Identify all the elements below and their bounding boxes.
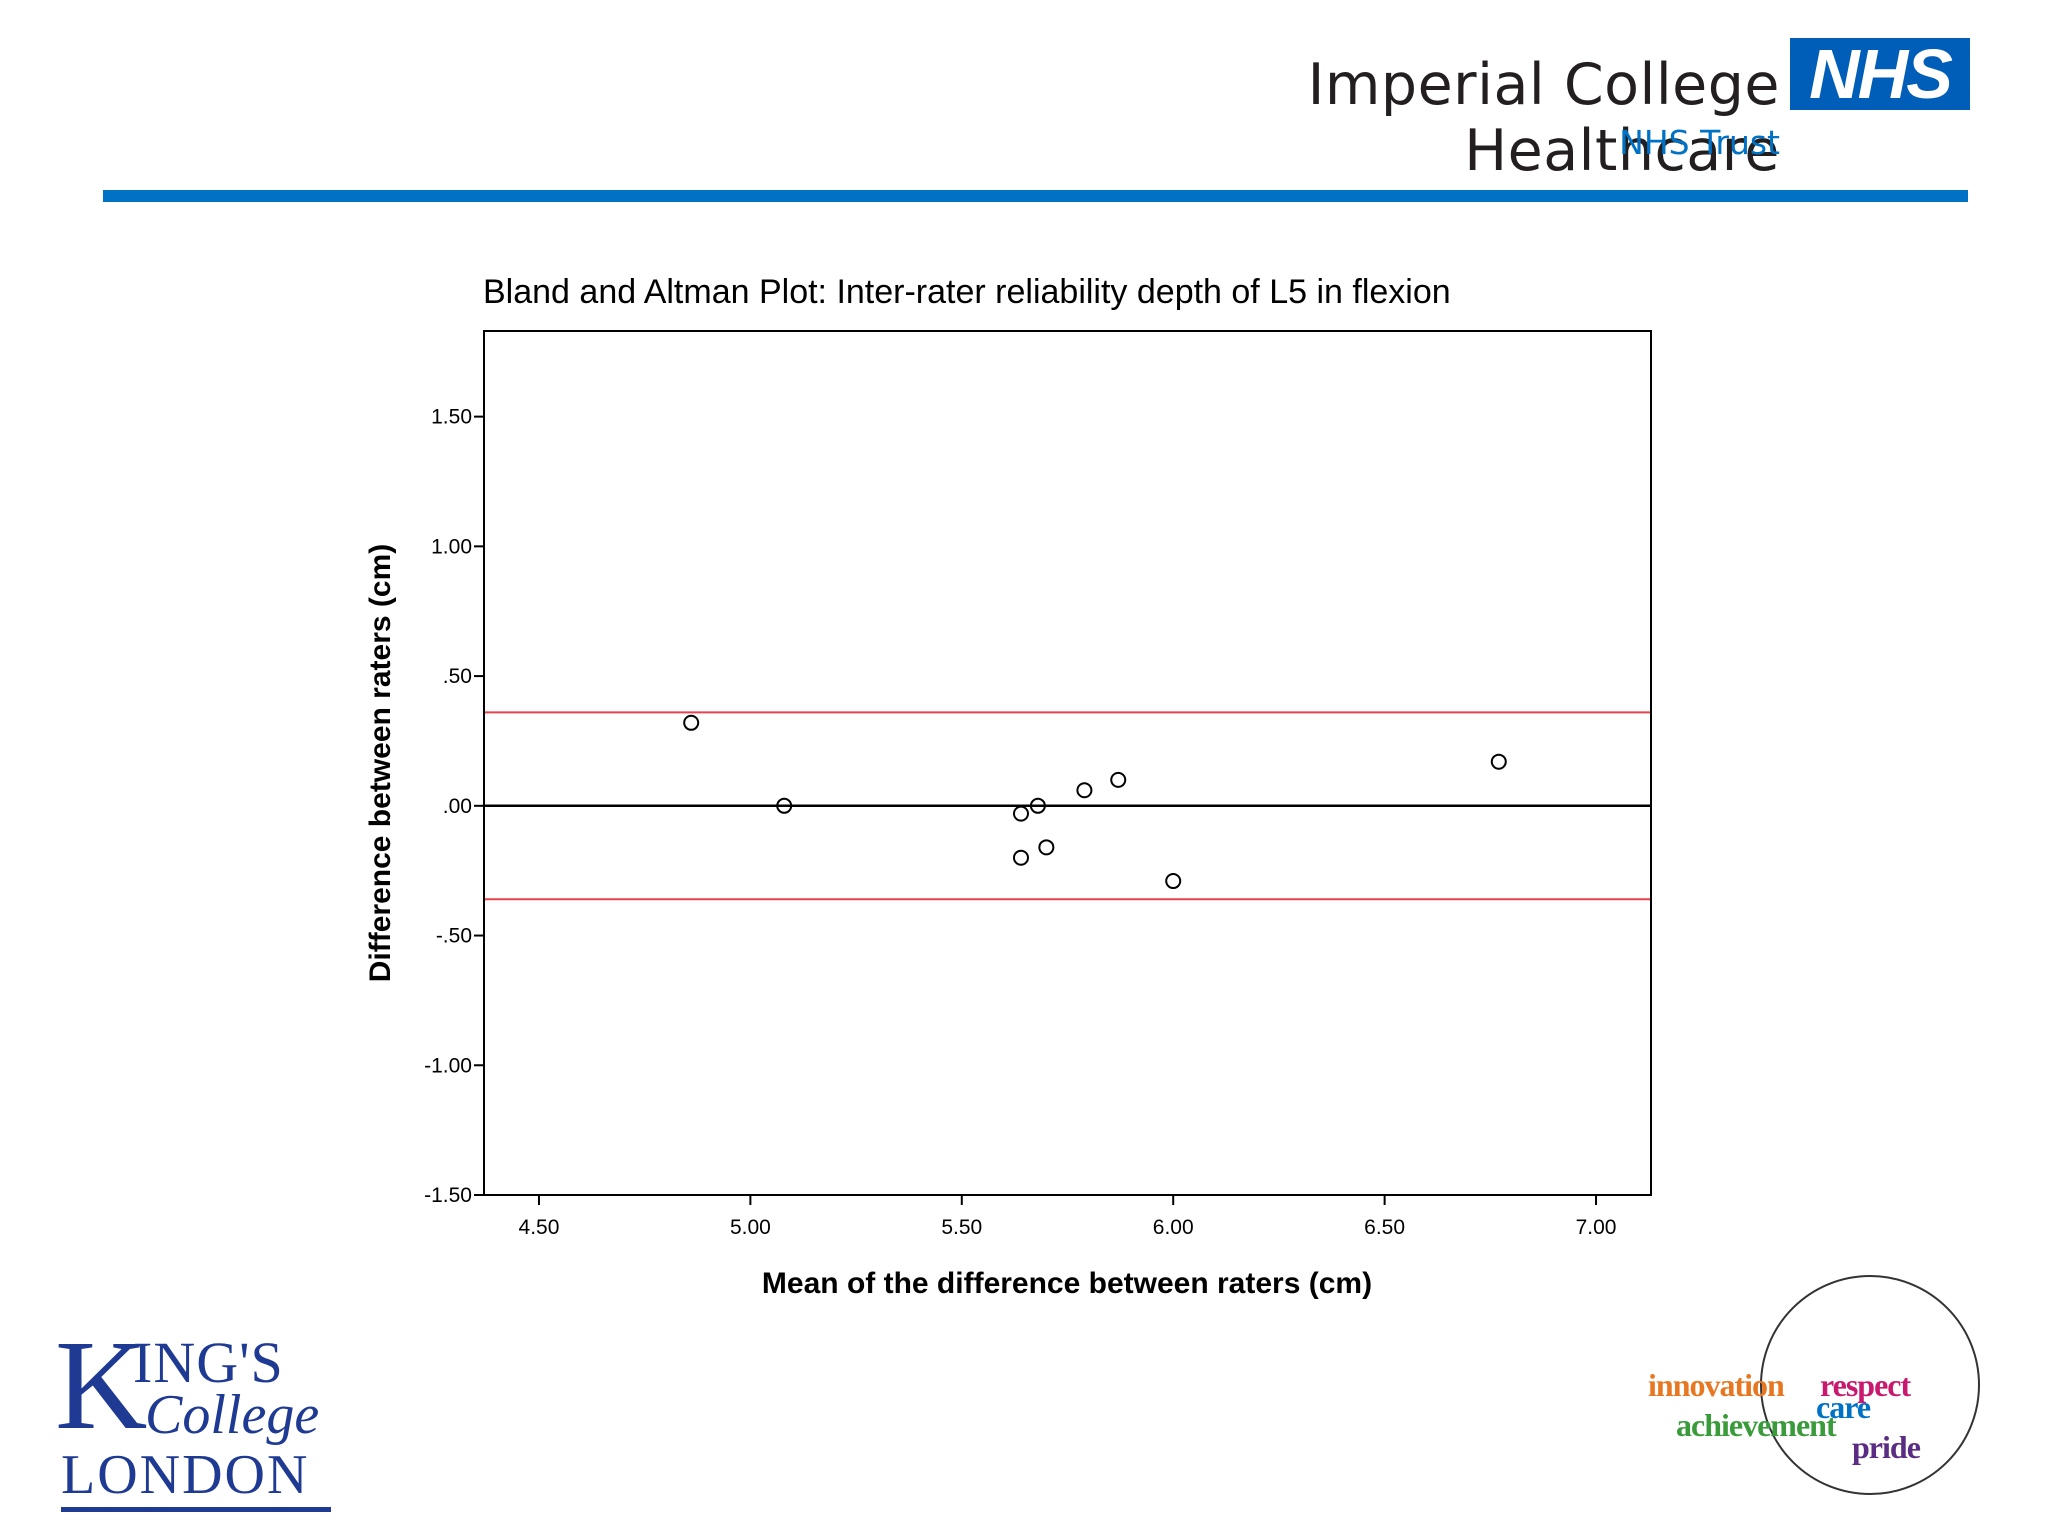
value-care: care [1816, 1389, 1871, 1425]
org-name: Imperial College Healthcare [1307, 52, 1780, 184]
y-tick-label: .00 [443, 795, 472, 818]
data-point [1110, 771, 1127, 788]
kings-logo-k: K [55, 1314, 148, 1456]
x-tick-label: 7.00 [1576, 1216, 1617, 1239]
kings-logo-london: LONDON [61, 1444, 310, 1506]
x-tick-label: 6.00 [1153, 1216, 1194, 1239]
x-tick-label: 6.50 [1364, 1216, 1405, 1239]
y-tick-label: 1.50 [431, 406, 472, 429]
data-point [776, 797, 793, 814]
x-tick-label: 5.50 [941, 1216, 982, 1239]
x-axis: 4.50 5.00 5.50 6.00 6.50 7.00 [519, 1195, 1617, 1239]
y-tick-label: -1.50 [424, 1184, 472, 1207]
x-axis-title: Mean of the difference between raters (c… [762, 1267, 1372, 1300]
data-point [683, 714, 700, 731]
value-innovation: innovation [1648, 1367, 1785, 1403]
header-divider [103, 190, 1968, 202]
data-point [1165, 873, 1182, 890]
nhs-trust-label: NHS Trust [1619, 123, 1780, 162]
data-point [1076, 782, 1093, 799]
trust-values-badge: innovation respect care achievement prid… [1640, 1275, 1980, 1505]
data-point [1012, 849, 1029, 866]
value-achievement: achievement [1676, 1407, 1837, 1443]
kings-logo-college: College [145, 1384, 320, 1446]
data-points [683, 714, 1507, 890]
value-respect: respect [1820, 1367, 1911, 1403]
y-tick-label: -.50 [436, 925, 472, 948]
chart-title: Bland and Altman Plot: Inter-rater relia… [483, 273, 1451, 311]
data-point [1012, 805, 1029, 822]
y-tick-label: -1.00 [424, 1054, 472, 1077]
x-tick-label: 4.50 [519, 1216, 560, 1239]
y-tick-label: 1.00 [431, 535, 472, 558]
data-point [1038, 839, 1055, 856]
y-axis-title: Difference between raters (cm) [364, 544, 397, 983]
data-point [1490, 753, 1507, 770]
values-circle [1760, 1275, 1980, 1495]
data-point [1029, 797, 1046, 814]
nhs-badge: NHS [1790, 38, 1970, 110]
kings-logo-underline [61, 1507, 331, 1512]
plot-frame [483, 330, 1652, 1196]
value-pride: pride [1852, 1429, 1921, 1465]
imperial-college-healthcare-logo: Imperial College Healthcare NHS NHS Trus… [1020, 38, 1970, 184]
y-tick-label: .50 [443, 665, 472, 688]
y-axis: 1.50 1.00 .50 .00 -.50 -1.00 -1.50 [424, 406, 484, 1207]
kings-college-london-logo: K ING'S College LONDON [55, 1314, 345, 1515]
x-tick-label: 5.00 [730, 1216, 771, 1239]
kings-logo-ings: ING'S [133, 1330, 284, 1395]
reference-lines [484, 711, 1651, 901]
